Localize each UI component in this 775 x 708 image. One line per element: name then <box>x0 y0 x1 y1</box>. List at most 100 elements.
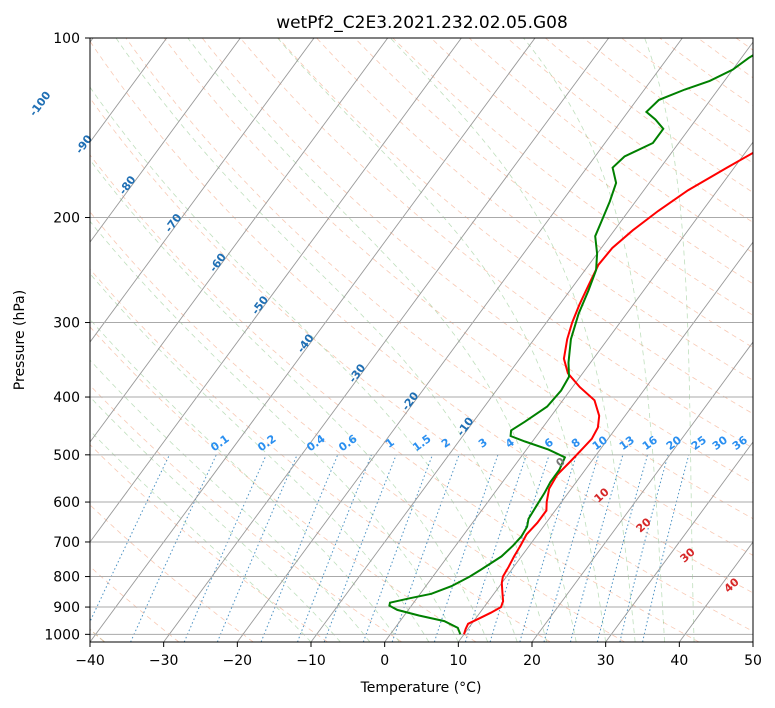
temperature-profile <box>463 151 753 635</box>
y-tick-label: 200 <box>53 211 80 227</box>
mixing-ratio-line <box>216 454 298 642</box>
mixing-ratio-label: 0.6 <box>336 432 360 454</box>
isotherm <box>531 341 753 642</box>
isotherm-label: -100 <box>27 89 54 119</box>
isotherm <box>752 641 753 642</box>
grid-lines <box>90 38 753 642</box>
y-tick-label: 300 <box>53 316 80 332</box>
moist-adiabat <box>644 38 695 642</box>
x-tick-label: −20 <box>223 653 253 669</box>
dry-adiabat <box>90 444 328 642</box>
mixing-ratio-line <box>489 454 550 642</box>
isotherm <box>310 41 753 642</box>
isotherm <box>90 38 462 543</box>
mixing-ratio-label: 0.1 <box>208 432 231 454</box>
moist-adiabat <box>277 38 607 642</box>
isotherm-label: -70 <box>162 211 184 235</box>
isotherm <box>90 38 241 243</box>
isotherm <box>90 38 315 343</box>
dewpoint-profile <box>388 54 753 635</box>
dry-adiabat <box>468 38 753 254</box>
mixing-ratio-line <box>596 454 648 642</box>
dry-adiabat <box>735 38 753 51</box>
y-tick-label: 1000 <box>44 627 80 643</box>
mixing-ratio-label: 1.5 <box>410 432 433 454</box>
x-tick-label: 20 <box>523 653 541 669</box>
x-tick-label: −10 <box>296 653 326 669</box>
x-tick-label: −30 <box>149 653 179 669</box>
moist-adiabat-label: 20 <box>634 515 654 535</box>
moist-adiabat <box>390 38 636 642</box>
dry-adiabat <box>90 326 477 642</box>
mixing-ratio-line <box>569 454 624 642</box>
isotherm-label: -30 <box>346 361 368 385</box>
background-lines <box>90 38 753 642</box>
dry-adiabat <box>659 38 753 107</box>
isotherm <box>90 38 389 443</box>
x-axis-label: Temperature (°C) <box>360 680 482 696</box>
mixing-ratio-label: 30 <box>710 433 730 453</box>
dry-adiabat <box>163 38 753 520</box>
isotherm-label: -90 <box>73 132 95 156</box>
dry-adiabat <box>90 40 753 594</box>
isotherm-label: -60 <box>207 251 229 275</box>
dry-adiabat <box>90 504 254 642</box>
mixing-ratio-line <box>183 454 267 642</box>
dry-adiabat <box>621 38 753 135</box>
isotherm-label: -20 <box>399 389 421 413</box>
y-axis-label: Pressure (hPa) <box>12 290 28 390</box>
isotherm <box>384 141 753 642</box>
y-tick-label: 900 <box>53 600 80 616</box>
mixing-ratio-line <box>619 454 669 642</box>
mixing-ratio-label: 13 <box>617 433 637 453</box>
profiles <box>388 54 753 635</box>
moist-adiabat <box>90 359 371 642</box>
mixing-ratio-label: 1 <box>383 436 397 451</box>
mixing-ratio-line <box>90 454 170 623</box>
isotherm-label: -10 <box>454 414 476 438</box>
mixing-ratio-line <box>323 454 397 642</box>
mixing-ratio-line <box>260 454 339 642</box>
mixing-ratio-line <box>464 454 527 642</box>
mixing-ratio-line <box>433 454 499 642</box>
y-tick-label: 700 <box>53 535 80 551</box>
plot-frame <box>89 37 754 643</box>
dry-adiabat <box>201 38 753 484</box>
mixing-ratio-label: 0.4 <box>304 432 328 454</box>
y-tick-label: 500 <box>53 448 80 464</box>
y-tick-label: 100 <box>53 31 80 47</box>
dry-adiabat <box>90 268 551 642</box>
x-tick-label: 30 <box>597 653 615 669</box>
moist-adiabat <box>523 38 665 642</box>
mixing-ratio-line <box>130 454 217 642</box>
moist-adiabat <box>90 273 430 642</box>
y-tick-label: 600 <box>53 495 80 511</box>
moist-adiabat <box>90 159 489 642</box>
dry-adiabat <box>90 384 402 642</box>
moist-adiabat-label: 40 <box>722 575 742 595</box>
mixing-ratio-line <box>543 454 600 642</box>
dry-adiabat <box>125 38 753 556</box>
mixing-ratio-line <box>362 454 433 642</box>
mixing-ratio-label: 16 <box>640 433 660 453</box>
moist-adiabat-label: 30 <box>678 545 698 565</box>
x-tick-label: 10 <box>449 653 467 669</box>
mixing-ratio-line <box>391 454 460 642</box>
x-tick-label: 50 <box>744 653 762 669</box>
moist-adiabat <box>90 220 459 642</box>
mixing-ratio-label: 8 <box>569 436 583 451</box>
dry-adiabat <box>239 38 753 449</box>
dry-adiabat <box>90 154 700 642</box>
x-axis: −40 −30 −20 −10 0 10 20 30 40 50 <box>75 642 762 669</box>
dry-adiabat <box>90 211 625 642</box>
dry-adiabat <box>90 97 753 632</box>
isotherm-label: -40 <box>294 331 316 355</box>
dry-adiabat <box>90 565 180 642</box>
mixing-ratio-label: 20 <box>664 433 684 453</box>
dry-adiabat <box>506 38 753 223</box>
isotherm <box>605 441 753 642</box>
mixing-ratio-label: 25 <box>689 433 709 453</box>
isotherm <box>90 38 536 642</box>
isotherm-label: -80 <box>116 173 138 197</box>
